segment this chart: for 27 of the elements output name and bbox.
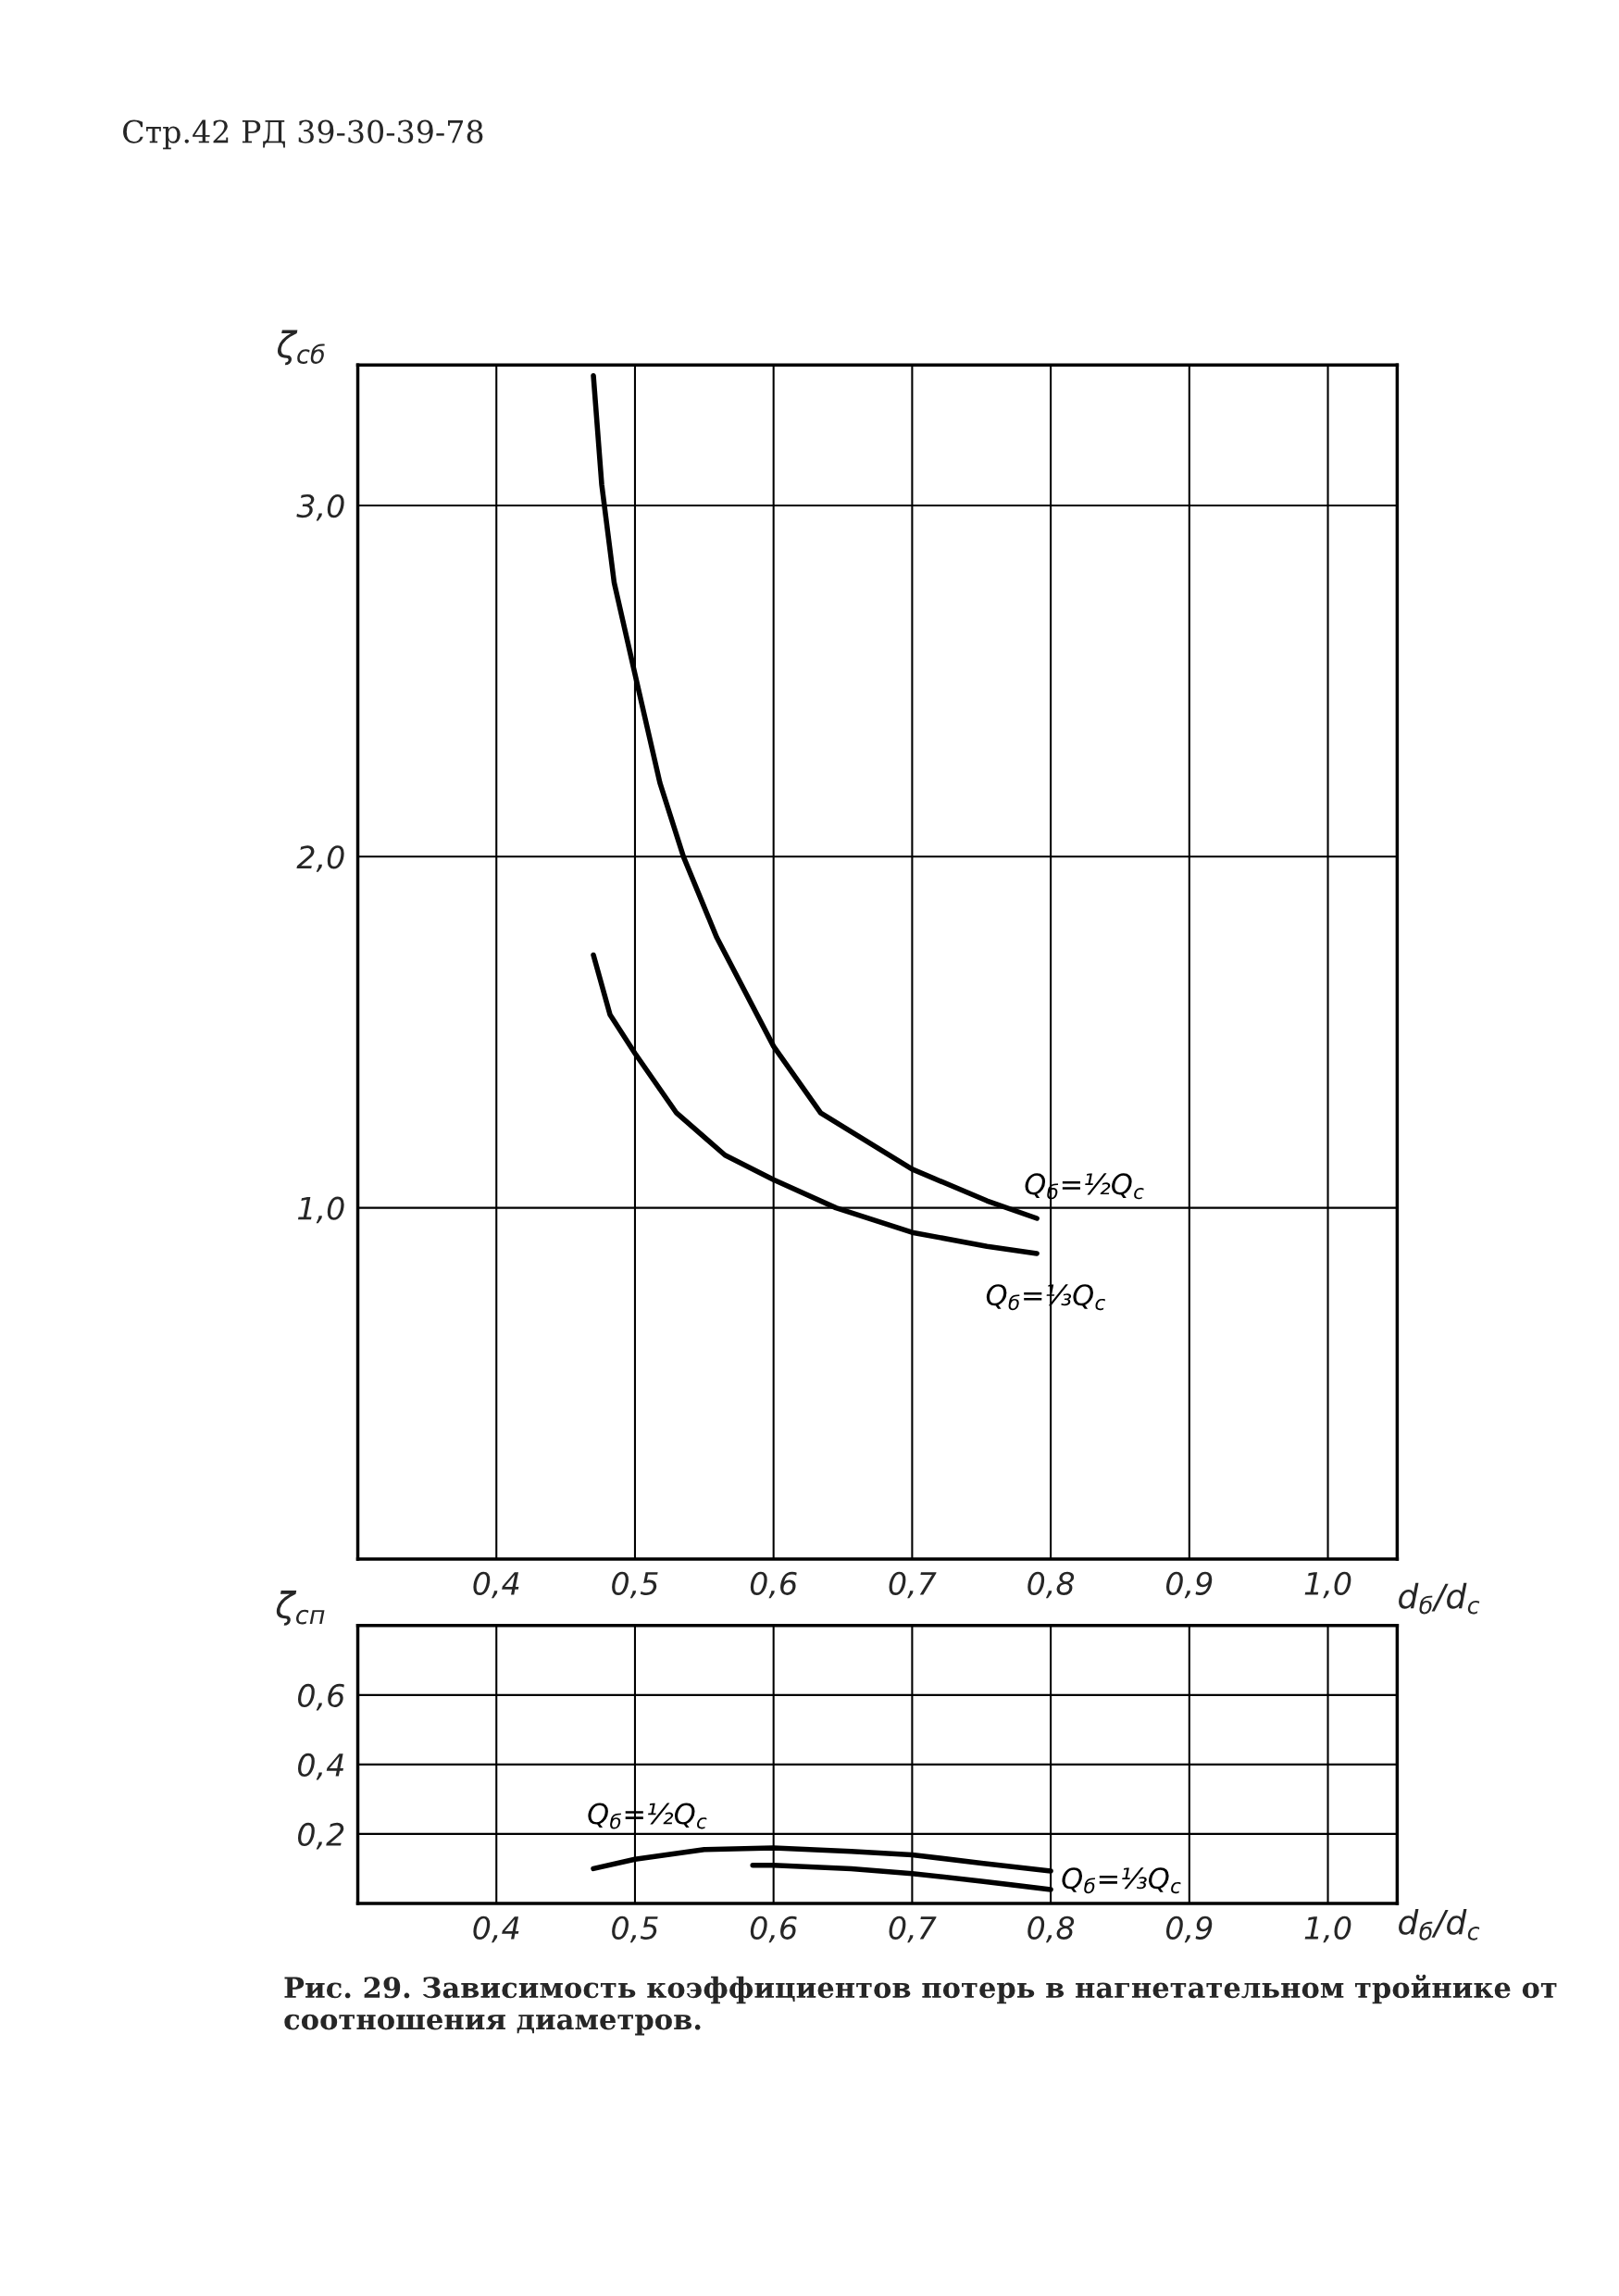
- x-tick-label: 0,7: [889, 1915, 937, 1943]
- x-tick-label: 0,8: [1027, 1915, 1075, 1943]
- x-tick-label: 0,7: [889, 1571, 937, 1599]
- x-axis-title: d$_{б}$/d$_{c}$: [1399, 1908, 1480, 1940]
- x-tick-label: 1,0: [1304, 1915, 1351, 1943]
- x-tick-label: 0,8: [1027, 1571, 1075, 1599]
- text: Рис. 29. Зависимость коэффициентов потерь в нагнетательном тройнике от соотношения диаметров.: [284, 1974, 1557, 2036]
- y-tick-label: 3,0: [296, 493, 344, 521]
- x-tick-label: 1,0: [1304, 1571, 1351, 1599]
- series-label: Q$_{б}$=⅓Q$_{c}$: [1062, 1867, 1181, 1894]
- x-tick-label: 0,9: [1165, 1915, 1213, 1943]
- text: Стр.42 РД 39-30-39-78: [123, 119, 483, 150]
- x-tick-label: 0,6: [750, 1915, 797, 1943]
- x-tick-label: 0,5: [612, 1571, 658, 1599]
- y-axis-title: ζ$_{сп}$: [276, 1591, 325, 1626]
- x-tick-label: 0,4: [473, 1571, 519, 1599]
- y-tick-label: 0,4: [297, 1753, 343, 1780]
- x-axis-title: d$_{б}$/d$_{c}$: [1399, 1582, 1480, 1615]
- x-tick-label: 0,4: [473, 1915, 519, 1943]
- y-tick-label: 0,2: [297, 1822, 344, 1850]
- x-tick-label: 0,6: [750, 1571, 797, 1599]
- y-axis-title: ζ$_{сб}$: [278, 330, 325, 366]
- x-tick-label: 0,5: [612, 1915, 658, 1943]
- y-tick-label: 0,6: [297, 1683, 344, 1711]
- y-tick-label: 2,0: [296, 845, 344, 872]
- x-tick-label: 0,9: [1165, 1571, 1213, 1599]
- y-tick-label: 1,0: [297, 1196, 344, 1224]
